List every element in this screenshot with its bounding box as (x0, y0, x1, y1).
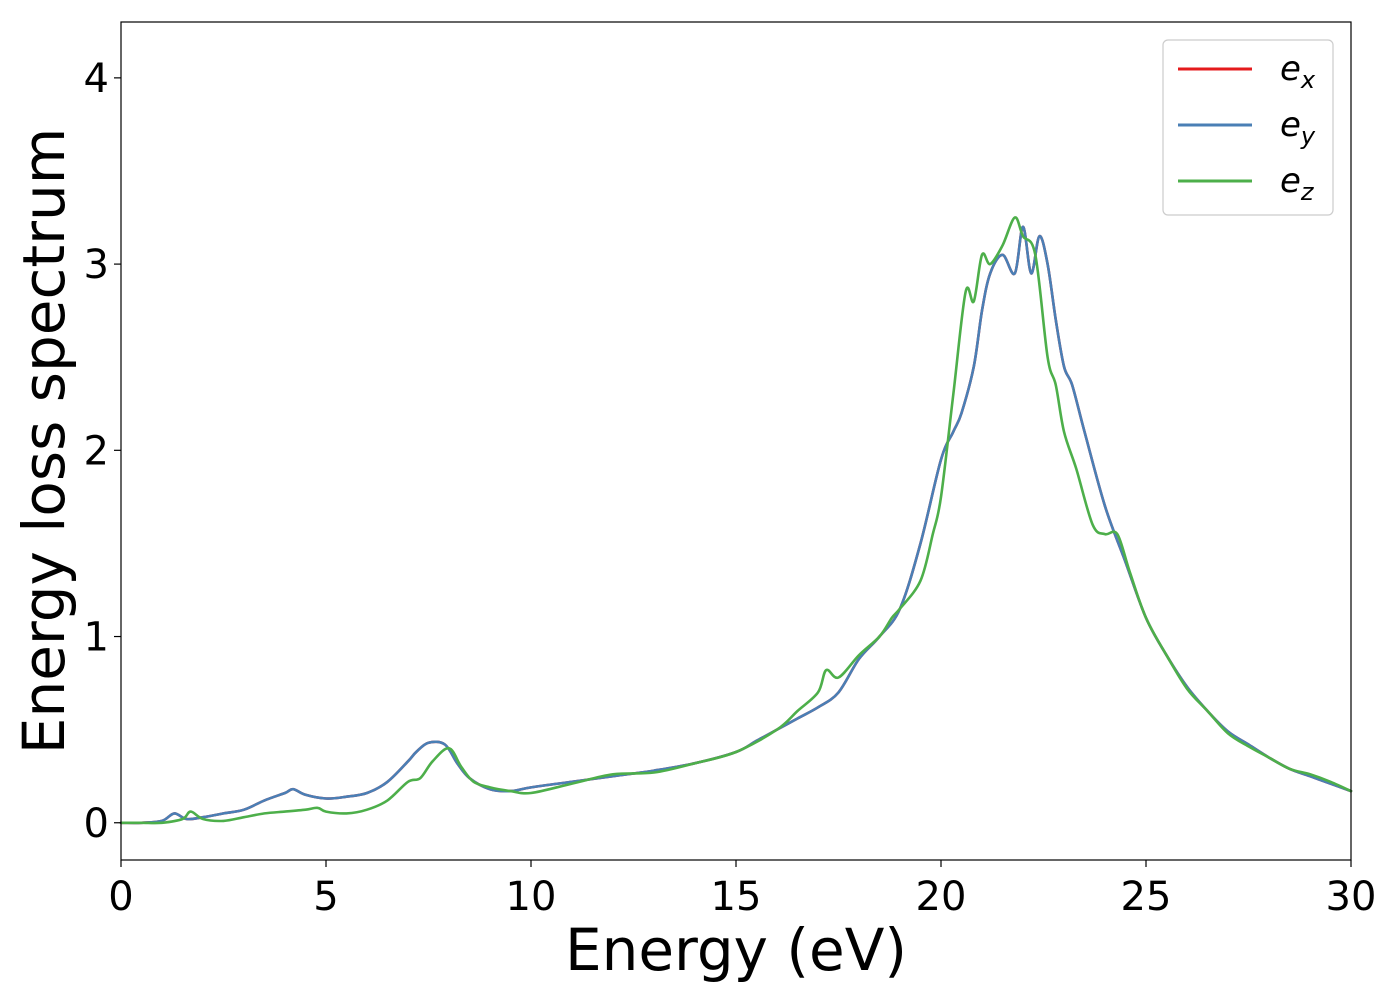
x-tick-label: 20 (916, 874, 967, 920)
y-axis-label: Energy loss spectrum (10, 128, 78, 754)
y-tick-label: 0 (84, 801, 109, 847)
legend-label-subscript: x (1300, 66, 1316, 94)
legend-label-ey: ey (1280, 105, 1316, 150)
legend-label-subscript: z (1300, 178, 1315, 206)
series-layer (119, 216, 1353, 825)
x-tick-label: 30 (1326, 874, 1377, 920)
legend-label-base: e (1280, 49, 1301, 89)
plot-background (121, 22, 1351, 860)
x-axis-label: Energy (eV) (565, 916, 907, 984)
y-tick-label: 1 (84, 615, 109, 661)
x-tick-label: 10 (506, 874, 557, 920)
legend-label-subscript: y (1300, 122, 1316, 150)
y-tick-label: 2 (84, 428, 109, 474)
series-line-ey (119, 225, 1353, 825)
y-tick-label: 3 (84, 242, 109, 288)
series-line-ez (119, 216, 1353, 825)
ticks-layer: 0 5 10 15 20 25 30 0 1 2 3 4 (84, 56, 1377, 920)
x-tick-label: 25 (1121, 874, 1172, 920)
legend-label-ez: ez (1280, 161, 1315, 206)
x-tick-label: 5 (313, 874, 338, 920)
legend-box (1162, 39, 1334, 216)
x-tick-label: 15 (711, 874, 762, 920)
y-tick-label: 4 (84, 56, 109, 102)
legend-label-ex: ex (1280, 49, 1316, 94)
legend-label-base: e (1280, 105, 1301, 145)
legend-label-base: e (1280, 161, 1301, 201)
x-tick-label: 0 (108, 874, 133, 920)
